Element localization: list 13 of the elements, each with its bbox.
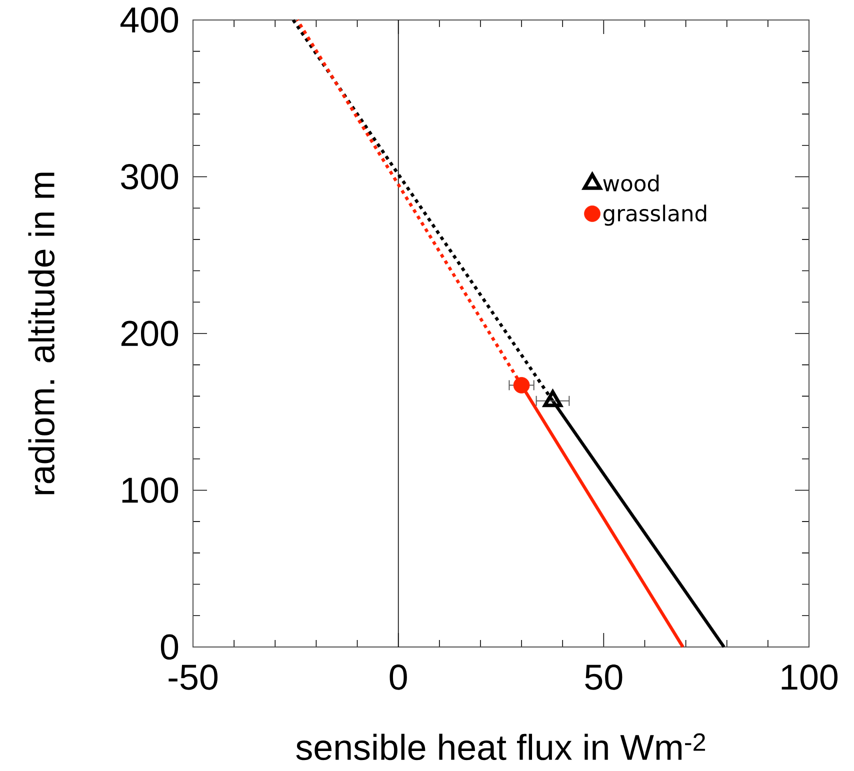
legend-label: wood (603, 174, 659, 192)
x-tick-label: 50 (585, 664, 622, 690)
x-axis-title: sensible heat flux in Wm$^{-2}$ (296, 733, 706, 760)
legend-label: grassland (603, 204, 706, 226)
x-tick-label: 100 (782, 664, 838, 690)
x-tick-label: -50 (168, 664, 218, 690)
y-axis-title: radiom. altitude in m (28, 172, 55, 494)
y-tick-label: 400 (120, 7, 178, 33)
y-tick-label: 100 (122, 478, 178, 503)
y-tick-label: 200 (121, 320, 178, 346)
y-tick-label: 300 (121, 164, 178, 190)
x-tick-label: 0 (390, 664, 407, 690)
y-tick-label: 0 (160, 634, 178, 660)
